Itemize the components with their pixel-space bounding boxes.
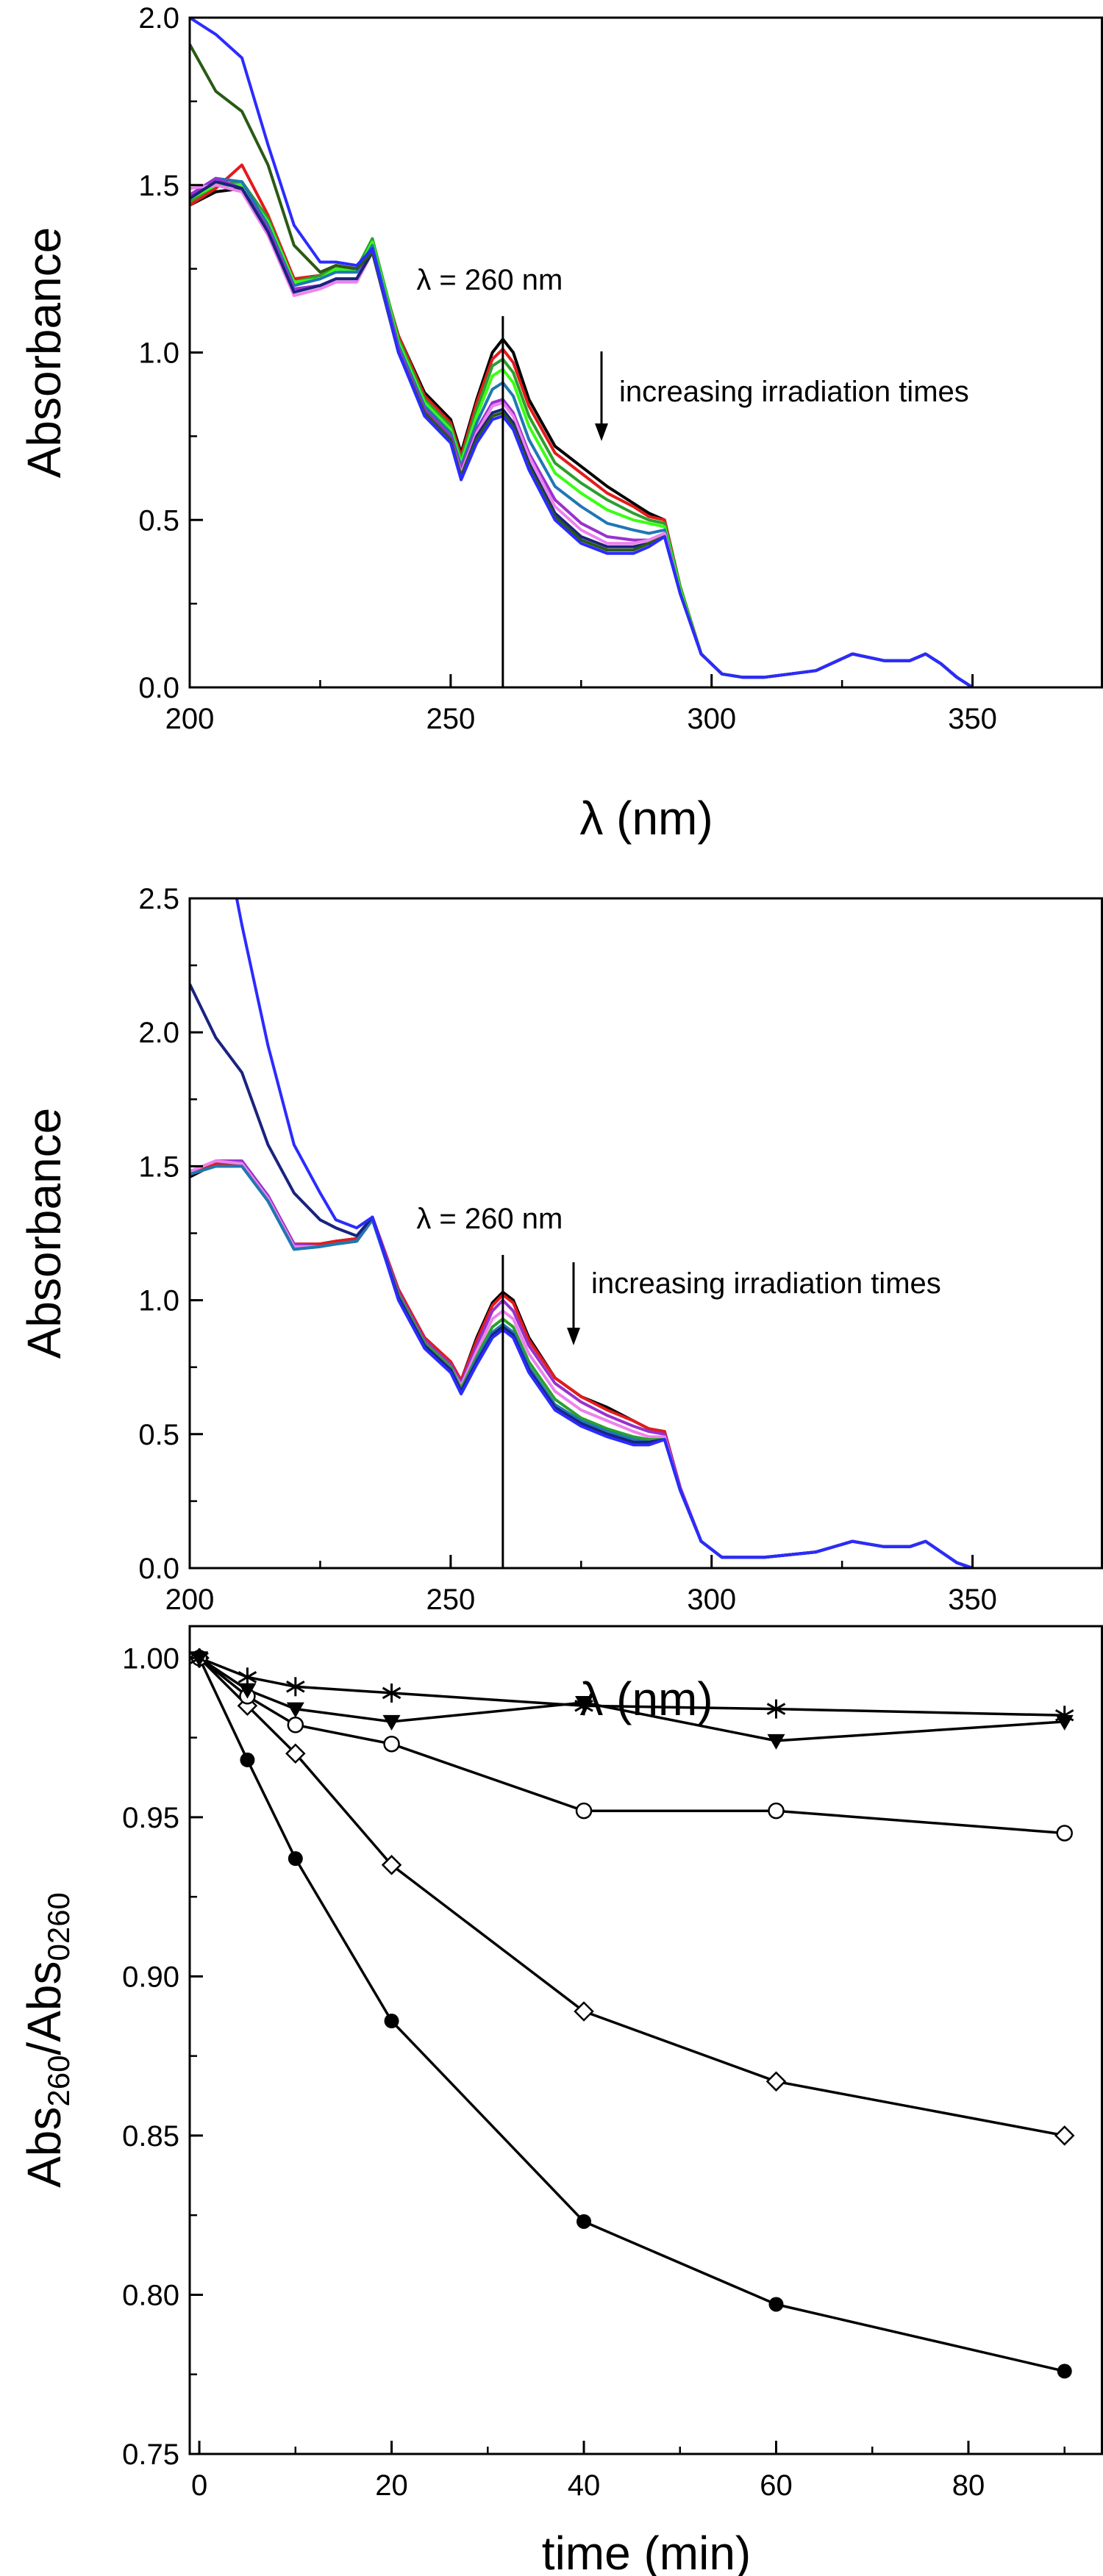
point-open-diamond	[285, 1743, 306, 1764]
y-tick-label: 1.5	[138, 1151, 179, 1183]
y-tick-label: 2.0	[138, 2, 179, 35]
y-tick-label: 0.75	[122, 2439, 179, 2471]
panel-3-y-title-mid: /Abs	[18, 1961, 71, 2056]
point-open-diamond	[381, 1855, 402, 1875]
panel-2-irradiation-label: increasing irradiation times	[591, 1267, 941, 1300]
series-line-t4	[190, 1164, 974, 1568]
series-line-t0	[190, 187, 974, 687]
panel-2-plot-frame	[188, 897, 1103, 1570]
y-tick-label: 1.0	[138, 1285, 179, 1317]
point-open-diamond	[574, 2001, 594, 2022]
x-tick-label: 200	[165, 1584, 215, 1616]
panel-2-x-axis-title: λ (nm)	[579, 1672, 713, 1725]
panel-3-plot-frame	[188, 1625, 1103, 2455]
point-star	[1054, 1706, 1074, 1725]
panel-2-arrow-head	[567, 1328, 580, 1345]
x-tick-label: 350	[948, 1584, 997, 1616]
panel-2-y-axis-title: Absorbance	[18, 1108, 71, 1359]
panel-3-x-axis-title: time (min)	[542, 2527, 751, 2576]
y-tick-label: 0.5	[138, 504, 179, 537]
y-tick-label: 1.00	[122, 1642, 179, 1675]
point-star	[574, 1696, 593, 1716]
series-line-filled-circle	[198, 1657, 1065, 2373]
x-tick-label: 60	[760, 2469, 793, 2502]
x-tick-label: 300	[687, 703, 736, 735]
panel-1-y-axis-title: Absorbance	[18, 227, 71, 479]
panel-3-y-title-sub2: 0260	[41, 1892, 76, 1961]
x-tick-label: 0	[191, 2469, 207, 2502]
panel-3-y-axis-title: Abs260/Abs0260	[18, 1892, 76, 2188]
point-star	[286, 1677, 305, 1697]
point-filled-circle	[384, 2014, 399, 2029]
point-filled-circle	[240, 1752, 255, 1767]
point-filled-circle	[768, 2297, 784, 2312]
panel-3-y-title-sub1: 260	[41, 2056, 76, 2107]
series-line-t0	[190, 1162, 974, 1568]
series-line-t5	[190, 1164, 974, 1568]
point-filled-triangle-down	[238, 1683, 257, 1699]
point-open-circle	[287, 1717, 304, 1734]
x-tick-label: 20	[375, 2469, 408, 2502]
series-line-t2	[190, 1159, 974, 1568]
y-tick-label: 0.5	[138, 1419, 179, 1451]
y-tick-label: 1.0	[138, 337, 179, 370]
panel-2-260nm-label: λ = 260 nm	[416, 1203, 563, 1235]
panel-2-absorbance-spectra: λ = 260 nm increasing irradiation times …	[18, 883, 1103, 1725]
point-filled-triangle-down	[767, 1734, 785, 1750]
x-tick-label: 250	[426, 703, 475, 735]
point-star	[766, 1699, 786, 1719]
series-line-t1	[190, 1162, 974, 1568]
series-line-t9	[190, 18, 974, 687]
point-filled-circle	[1057, 2364, 1072, 2379]
series-line-t3	[190, 1159, 974, 1568]
y-tick-label: 0.80	[122, 2279, 179, 2311]
y-tick-label: 0.95	[122, 1802, 179, 1834]
y-tick-label: 2.0	[138, 1017, 179, 1049]
panel-3-absorbance-ratio-vs-time: 0 20 40 60 80 0.75 0.80 0.85 0.90 0.95 1.00 time (…	[18, 1625, 1103, 2576]
point-star	[238, 1667, 257, 1687]
x-tick-label: 200	[165, 703, 215, 735]
x-tick-label: 40	[568, 2469, 601, 2502]
panel-1-260nm-label: λ = 260 nm	[416, 264, 563, 296]
point-open-circle	[1056, 1825, 1073, 1842]
y-tick-label: 1.5	[138, 170, 179, 202]
point-filled-circle	[288, 1851, 303, 1867]
point-open-circle	[575, 1802, 593, 1820]
x-tick-label: 350	[948, 703, 997, 735]
series-line-t4	[190, 176, 974, 687]
y-tick-label: 0.85	[122, 2120, 179, 2153]
panel-1-plot-frame	[188, 16, 1103, 689]
y-tick-label: 0.0	[138, 672, 179, 704]
point-open-diamond	[1054, 2125, 1075, 2146]
point-filled-triangle-down	[286, 1702, 304, 1718]
point-open-diamond	[765, 2071, 787, 2092]
y-tick-label: 0.0	[138, 1553, 179, 1585]
panel-3-y-title-abs: Abs	[18, 2107, 71, 2188]
point-filled-circle	[577, 2214, 592, 2229]
series-line-t8	[190, 43, 974, 687]
panel-1-arrow-head	[595, 423, 608, 441]
point-star	[382, 1683, 401, 1703]
point-open-circle	[383, 1735, 400, 1753]
series-line-t7	[235, 898, 974, 1568]
point-open-circle	[768, 1802, 785, 1820]
x-tick-label: 250	[426, 1584, 475, 1616]
x-tick-label: 300	[687, 1584, 736, 1616]
y-tick-label: 2.5	[138, 883, 179, 915]
point-filled-triangle-down	[382, 1714, 401, 1731]
series-line-t5	[190, 176, 974, 687]
panel-1-absorbance-spectra: λ = 260 nm increasing irradiation times …	[18, 2, 1103, 845]
x-tick-label: 80	[952, 2469, 985, 2502]
panel-1-irradiation-label: increasing irradiation times	[619, 376, 969, 408]
y-tick-label: 0.90	[122, 1961, 179, 1993]
panel-1-x-axis-title: λ (nm)	[579, 792, 713, 845]
